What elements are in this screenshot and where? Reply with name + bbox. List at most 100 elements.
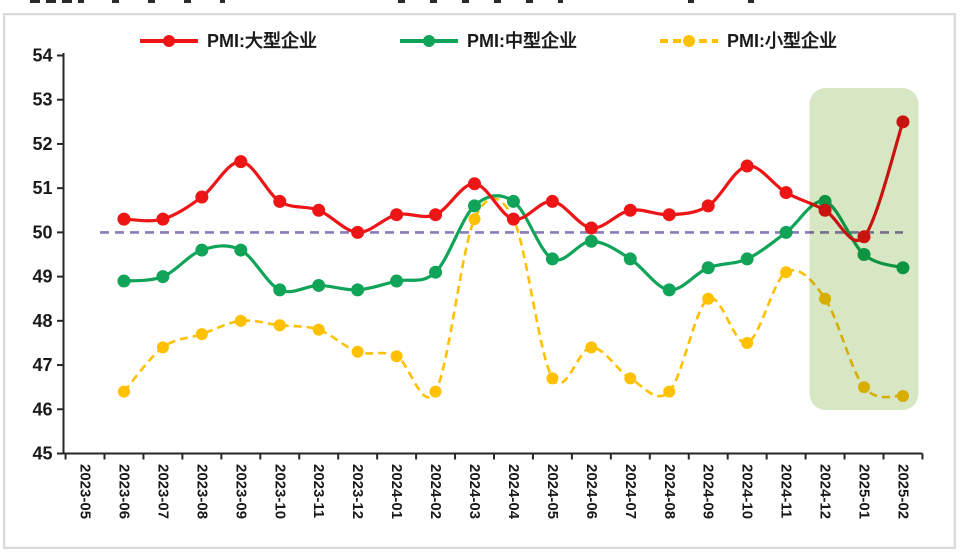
x-axis-label: 2024-09 <box>700 464 717 519</box>
x-axis-label: 2023-11 <box>310 464 327 518</box>
data-point-marker <box>195 243 209 257</box>
x-axis-label: 2024-12 <box>817 464 834 519</box>
y-axis-label: 45 <box>32 444 52 464</box>
x-axis-label: 2024-04 <box>505 464 522 520</box>
data-point-marker <box>156 270 170 284</box>
legend-label-large: PMI:大型企业 <box>207 31 317 51</box>
data-point-marker <box>780 266 793 279</box>
title-fragment <box>558 0 563 3</box>
data-point-marker <box>390 350 403 363</box>
data-point-marker <box>234 243 248 257</box>
x-axis-label: 2023-10 <box>271 464 288 519</box>
y-axis-label: 53 <box>32 90 52 110</box>
data-point-marker <box>623 252 637 266</box>
data-point-marker <box>779 186 793 200</box>
title-fragment <box>184 0 191 3</box>
data-point-marker <box>351 283 365 297</box>
title-fragment <box>220 0 225 3</box>
data-point-marker <box>740 159 754 173</box>
title-fragment <box>688 0 694 3</box>
title-fragment <box>526 0 533 3</box>
data-point-marker <box>623 203 637 217</box>
x-axis-label: 2023-07 <box>154 464 171 519</box>
data-point-marker <box>506 194 520 208</box>
data-point-marker <box>195 328 208 341</box>
legend-line-sample-medium <box>400 35 458 47</box>
title-fragment <box>494 0 501 3</box>
x-axis-label: 2023-06 <box>115 464 132 519</box>
data-point-marker <box>156 341 169 354</box>
data-point-marker <box>741 336 754 349</box>
x-axis-label: 2024-01 <box>388 464 405 519</box>
data-point-marker <box>429 265 443 279</box>
x-axis-label: 2024-11 <box>778 464 795 518</box>
recent-months-highlight <box>809 88 919 410</box>
title-fragment <box>46 0 56 3</box>
x-axis-label: 2024-08 <box>661 464 678 519</box>
x-axis-label: 2024-05 <box>544 464 561 519</box>
data-point-marker <box>390 208 404 222</box>
x-axis-label: 2023-05 <box>77 464 94 519</box>
title-fragment <box>748 0 754 3</box>
data-point-marker <box>195 190 209 204</box>
data-point-marker <box>117 274 131 288</box>
title-fragment <box>30 0 40 3</box>
data-point-marker <box>740 252 754 266</box>
y-axis-label: 51 <box>32 178 52 198</box>
data-point-marker <box>584 234 598 248</box>
data-point-marker <box>273 319 286 332</box>
x-axis-label: 2024-03 <box>466 464 483 519</box>
data-point-marker <box>584 221 598 235</box>
title-fragment <box>148 0 155 3</box>
series-PMI:大型企业 <box>117 115 910 244</box>
data-point-marker <box>545 194 559 208</box>
legend-line-sample-small <box>660 35 718 47</box>
data-point-marker <box>468 213 481 226</box>
data-point-marker <box>585 341 598 354</box>
data-point-marker <box>545 252 559 266</box>
data-point-marker <box>351 225 365 239</box>
data-point-marker <box>273 194 287 208</box>
data-point-marker <box>468 199 481 213</box>
data-point-marker <box>663 385 676 398</box>
data-point-marker <box>662 208 676 222</box>
legend-item-medium-enterprise: PMI:中型企业 <box>400 26 577 56</box>
data-point-marker <box>312 203 326 217</box>
title-fragment <box>62 0 72 3</box>
data-point-marker <box>701 261 715 275</box>
legend-line-sample-large <box>140 35 198 47</box>
data-point-marker <box>117 212 131 226</box>
x-axis-label: 2024-07 <box>622 464 639 519</box>
clipped-title-fragments <box>0 0 972 6</box>
data-point-marker <box>390 274 404 288</box>
data-point-marker <box>701 199 715 213</box>
legend-label-medium: PMI:中型企业 <box>467 31 577 51</box>
chart-legend: PMI:大型企业 PMI:中型企业 PMI:小型企业 <box>0 26 972 56</box>
legend-marker-medium <box>423 35 435 47</box>
y-axis-label: 47 <box>32 355 52 375</box>
y-axis-label: 52 <box>32 134 52 154</box>
data-point-marker <box>234 155 248 169</box>
x-axis-label: 2025-02 <box>894 464 911 519</box>
x-axis-label: 2025-01 <box>856 464 873 519</box>
title-fragment <box>398 0 405 3</box>
series-line <box>122 197 904 399</box>
legend-marker-small <box>683 35 695 47</box>
title-fragment <box>462 0 469 3</box>
data-point-marker <box>156 212 170 226</box>
data-point-marker <box>312 323 325 336</box>
y-axis-label: 46 <box>32 399 52 419</box>
x-axis-label: 2024-06 <box>583 464 600 519</box>
data-point-marker <box>506 212 520 226</box>
y-axis-label: 49 <box>32 267 52 287</box>
data-point-marker <box>312 278 326 292</box>
data-point-marker <box>624 372 637 385</box>
legend-item-large-enterprise: PMI:大型企业 <box>140 26 317 56</box>
data-point-marker <box>117 385 130 398</box>
y-axis-label: 48 <box>32 311 52 331</box>
y-axis-label: 54 <box>32 46 52 66</box>
x-axis-label: 2023-08 <box>193 464 210 519</box>
legend-item-small-enterprise: PMI:小型企业 <box>660 26 837 56</box>
data-point-marker <box>429 385 442 398</box>
